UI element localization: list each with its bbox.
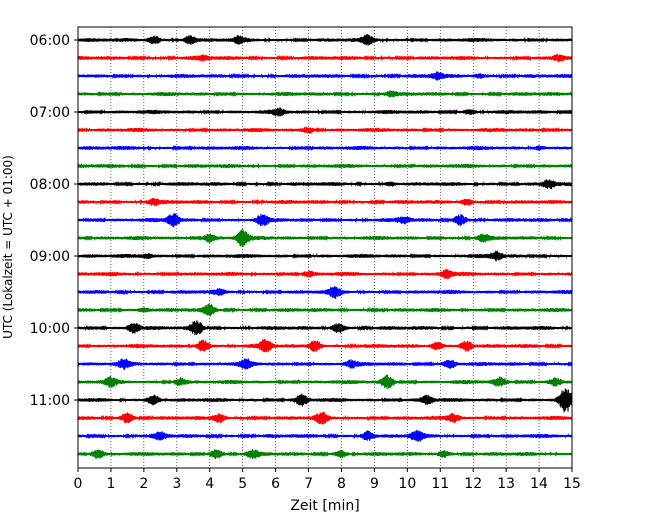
seismic-trace [77,228,573,247]
seismic-trace [77,358,573,370]
y-axis: 06:00 07:00 08:00 09:00 10:00 11:00 [30,33,78,409]
seismic-trace [77,162,573,170]
x-tick-label: 9 [370,476,379,492]
y-tick-label: 07:00 [30,105,70,121]
seismic-trace [77,54,573,63]
x-tick-label: 11 [431,476,449,492]
seismic-trace [77,320,573,336]
plot-frame [77,26,573,469]
x-tick-label: 0 [74,476,83,492]
x-tick-label: 14 [530,476,548,492]
seismic-trace [77,449,573,460]
x-tick-label: 13 [497,476,515,492]
seismic-trace [77,144,573,152]
seismic-trace [77,303,573,317]
seismic-trace [77,34,573,46]
seismic-trace [77,179,573,190]
seismic-trace [77,71,573,81]
y-tick-label: 11:00 [30,393,70,409]
x-axis-label: Zeit [min] [290,498,359,514]
seismic-trace [77,90,573,98]
x-tick-label: 15 [563,476,581,492]
x-tick-label: 2 [139,476,148,492]
x-tick-label: 5 [238,476,247,492]
seismic-trace [77,411,573,425]
x-axis: 0 1 2 3 4 5 6 7 8 9 10 11 12 13 14 15 [74,468,581,492]
x-tick-label: 6 [271,476,280,492]
y-tick-label: 10:00 [30,321,70,337]
x-tick-label: 8 [337,476,346,492]
seismic-trace [77,212,573,228]
x-tick-label: 3 [172,476,181,492]
seismic-trace [77,126,573,134]
seismic-trace [77,286,573,299]
y-tick-label: 09:00 [30,249,70,265]
seismic-trace [77,107,573,117]
x-tick-label: 10 [398,476,416,492]
seismic-trace [77,388,573,413]
x-tick-label: 12 [464,476,482,492]
y-axis-label: UTC (Lokalzeit = UTC + 01:00) [1,155,15,339]
x-tick-label: 4 [205,476,214,492]
seismic-trace [77,430,573,442]
seismic-trace [77,250,573,262]
x-tick-label: 7 [304,476,313,492]
seismic-trace [77,268,573,279]
x-tick-label: 1 [106,476,115,492]
trace-layer [77,34,573,460]
y-tick-label: 06:00 [30,33,70,49]
seismic-trace [77,338,573,353]
y-tick-label: 08:00 [30,177,70,193]
seismic-trace [77,374,573,390]
seismic-trace [77,197,573,207]
